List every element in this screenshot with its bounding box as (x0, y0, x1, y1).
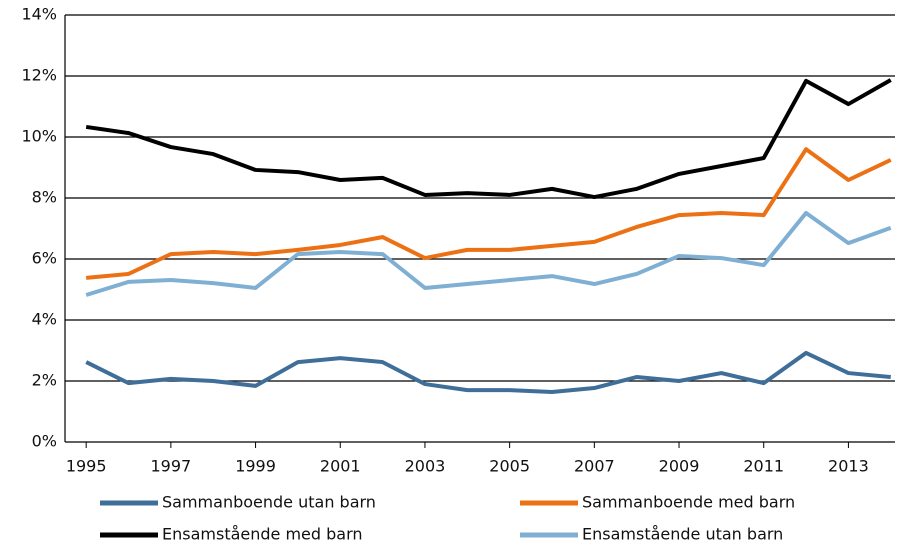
y-tick-label: 14% (21, 5, 57, 24)
series-line (85, 210, 892, 297)
legend-label: Sammanboende med barn (582, 493, 795, 512)
series-line (85, 147, 892, 280)
series-line (85, 78, 892, 200)
y-tick-label: 2% (32, 371, 57, 390)
legend-label: Ensamstående med barn (162, 525, 363, 544)
x-tick-label: 2003 (405, 457, 446, 476)
x-tick-label: 1999 (235, 457, 276, 476)
x-tick-label: 2011 (743, 457, 784, 476)
x-tick-label: 2009 (659, 457, 700, 476)
series-line (85, 350, 891, 394)
y-tick-label: 0% (32, 432, 57, 451)
y-tick-label: 10% (21, 127, 57, 146)
y-tick-label: 8% (32, 188, 57, 207)
x-tick-label: 1997 (151, 457, 192, 476)
x-tick-label: 2005 (489, 457, 530, 476)
y-tick-label: 6% (32, 249, 57, 268)
x-tick-label: 1995 (66, 457, 107, 476)
y-tick-label: 12% (21, 66, 57, 85)
x-tick-label: 2013 (828, 457, 869, 476)
y-tick-label: 4% (32, 310, 57, 329)
x-tick-label: 2007 (574, 457, 615, 476)
legend-label: Sammanboende utan barn (162, 493, 376, 512)
x-tick-label: 2001 (320, 457, 361, 476)
legend-label: Ensamstående utan barn (582, 525, 783, 544)
